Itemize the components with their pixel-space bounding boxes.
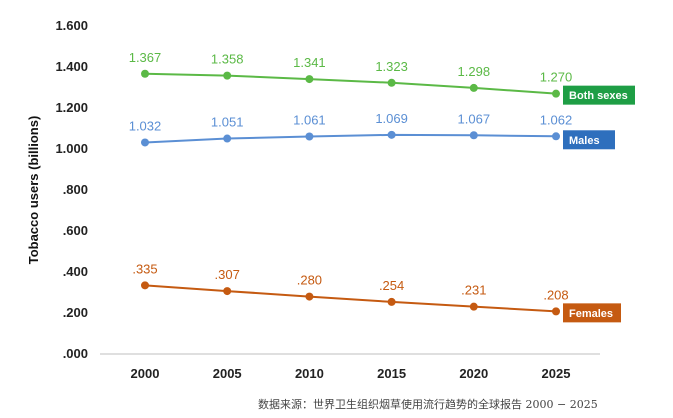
series-line-2 (144, 284, 557, 313)
data-point (387, 130, 396, 139)
y-tick-label: .800 (63, 182, 88, 197)
data-point (141, 138, 149, 147)
data-label: 1.358 (211, 52, 244, 67)
y-tick-label: 1.200 (55, 100, 88, 115)
y-axis-title: Tobacco users (billions) (26, 116, 41, 265)
data-point (552, 132, 560, 141)
data-label: 1.341 (293, 55, 326, 70)
y-tick-label: .400 (63, 264, 88, 279)
data-label: .280 (297, 273, 322, 288)
x-tick-label: 2005 (213, 366, 242, 381)
data-point (305, 132, 314, 141)
data-point (141, 281, 149, 290)
data-point (305, 75, 314, 84)
data-label: 1.270 (540, 70, 573, 85)
x-tick-label: 2020 (459, 366, 488, 381)
data-label: 1.062 (540, 112, 573, 127)
source-note: 数据来源：世界卫生组织烟草使用流行趋势的全球报告 2000 − 2025 (258, 398, 598, 411)
data-label: 1.298 (458, 64, 491, 79)
y-tick-label: 1.000 (55, 141, 88, 156)
data-label: 1.323 (375, 59, 408, 74)
legend-tag-bg (563, 303, 621, 323)
data-label: 1.067 (458, 111, 491, 126)
x-tick-label: 2025 (542, 366, 571, 381)
y-tick-label: .200 (63, 305, 88, 320)
data-label: 1.061 (293, 112, 326, 127)
data-point (141, 69, 149, 78)
data-point (305, 292, 314, 301)
data-point (552, 89, 560, 98)
data-point (552, 307, 560, 316)
series-line-1 (144, 133, 557, 144)
data-label: .208 (543, 287, 568, 302)
legend-tag-label: Both sexes (569, 90, 628, 102)
data-label: 1.367 (129, 50, 162, 65)
data-point (469, 83, 478, 92)
data-point (223, 134, 232, 143)
data-point (469, 131, 478, 140)
series-line-0 (144, 72, 557, 95)
data-label: 1.032 (129, 118, 162, 133)
legend-tag-bg (563, 85, 635, 105)
x-tick-label: 2000 (131, 366, 160, 381)
y-tick-label: .000 (63, 346, 88, 361)
y-tick-label: 1.600 (55, 18, 88, 33)
data-label: .254 (379, 278, 404, 293)
data-point (223, 71, 232, 80)
data-point (223, 287, 232, 296)
data-label: 1.051 (211, 115, 244, 130)
data-point (469, 302, 478, 311)
y-tick-label: 1.400 (55, 59, 88, 74)
y-tick-label: .600 (63, 223, 88, 238)
legend-tag-label: Males (569, 135, 600, 147)
x-tick-label: 2010 (295, 366, 324, 381)
data-point (387, 297, 396, 306)
data-point (387, 78, 396, 87)
data-label: .335 (132, 261, 157, 276)
legend-tag-bg (563, 130, 615, 150)
data-label: .231 (461, 283, 486, 298)
data-label: .307 (215, 267, 240, 282)
legend-tag-label: Females (569, 308, 613, 320)
x-tick-label: 2015 (377, 366, 406, 381)
data-label: 1.069 (375, 111, 408, 126)
